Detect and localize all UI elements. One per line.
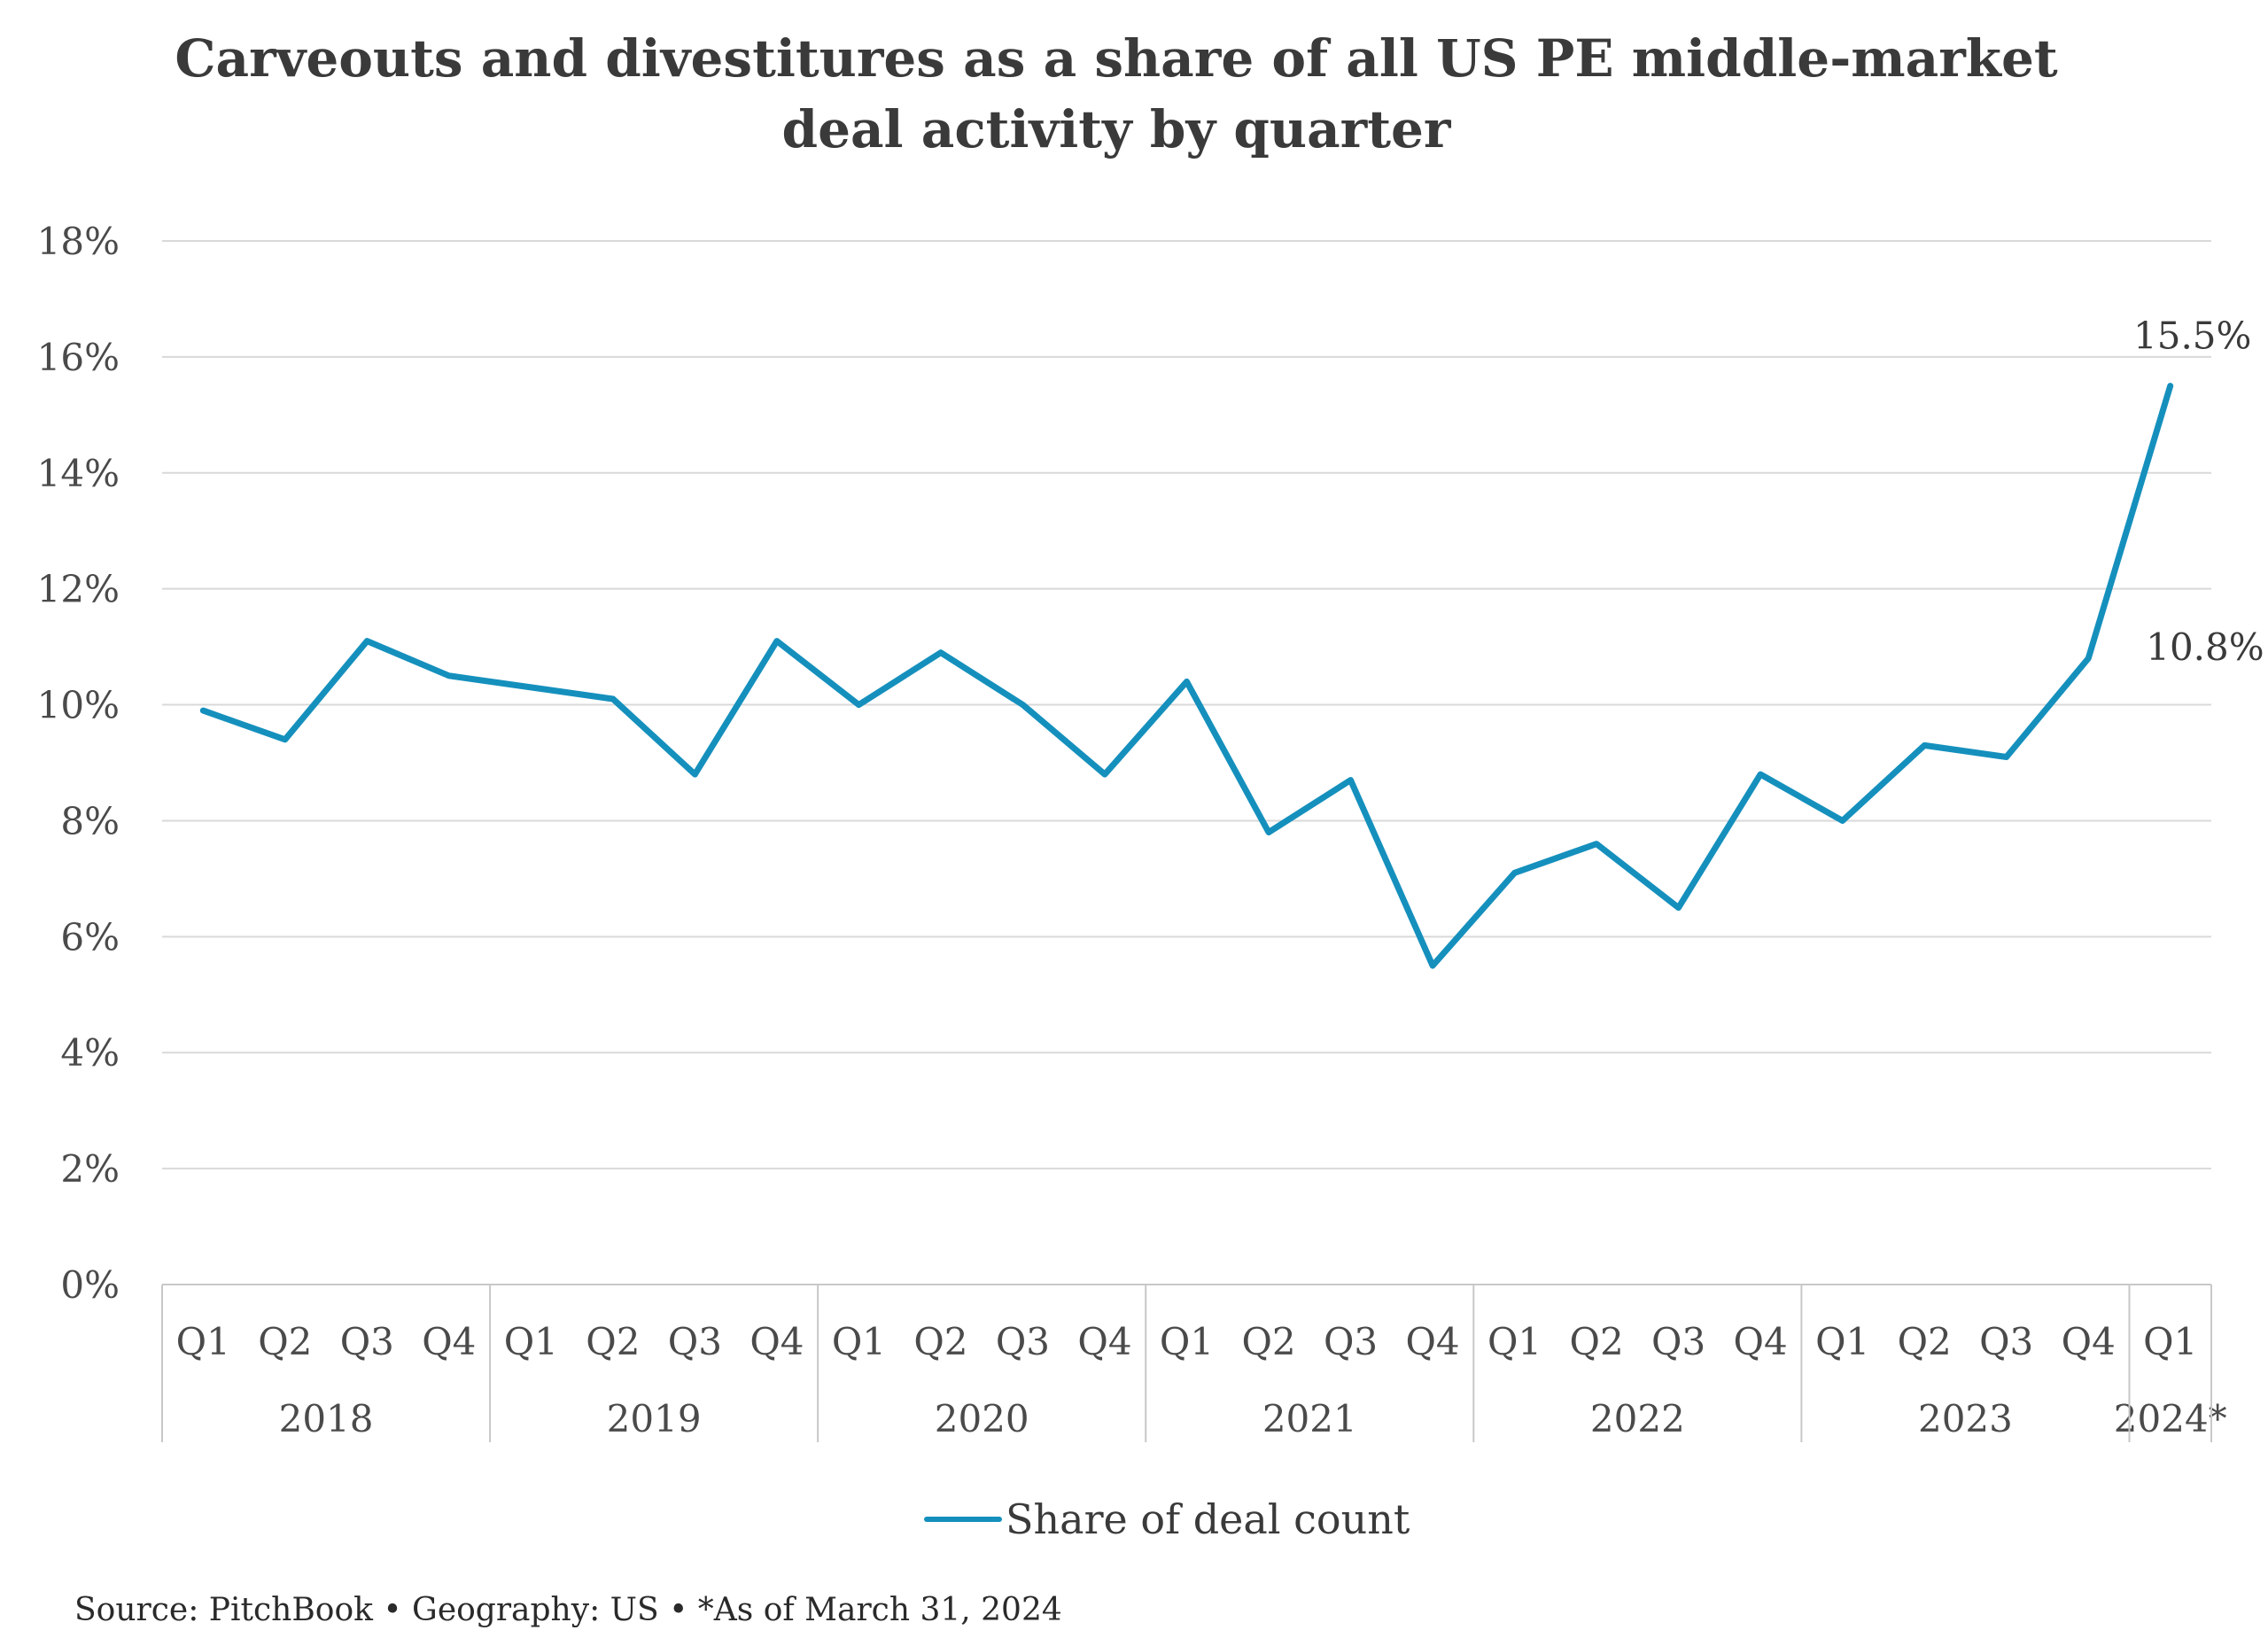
data-label: 15.5%	[2133, 314, 2251, 358]
y-tick-label: 12%	[37, 568, 120, 611]
x-tick-label: Q1	[504, 1320, 558, 1363]
x-tick-label: Q1	[1487, 1320, 1542, 1363]
x-tick-label: Q3	[668, 1320, 722, 1363]
y-tick-label: 18%	[37, 220, 120, 263]
x-tick-label: Q1	[2143, 1320, 2197, 1363]
x-tick-label: Q2	[1241, 1320, 1295, 1363]
x-tick-label: Q4	[1077, 1320, 1131, 1363]
x-tick-label: Q4	[750, 1320, 804, 1363]
year-group-label: 2024*	[2114, 1397, 2227, 1440]
y-tick-label: 16%	[37, 336, 120, 379]
legend-swatch	[924, 1517, 1002, 1522]
series-line-0	[199, 383, 2174, 969]
year-group-label: 2019	[607, 1397, 702, 1440]
source-note: Source: PitchBook • Geography: US • *As …	[74, 1592, 1062, 1628]
x-tick-label: Q1	[1815, 1320, 1869, 1363]
x-tick-label: Q2	[1898, 1320, 1952, 1363]
x-tick-label: Q3	[1651, 1320, 1705, 1363]
y-axis: 0% 2% 4% 6% 8% 10% 12% 14% 16% 18%	[37, 220, 120, 1307]
y-tick-label: 8%	[60, 799, 120, 842]
data-label: 10.8%	[2146, 625, 2264, 669]
x-tick-label: Q1	[176, 1320, 230, 1363]
chart-title-line-2: deal activity by quarter	[781, 99, 1451, 159]
x-tick-label: Q4	[1734, 1320, 1788, 1363]
y-tick-label: 10%	[37, 684, 120, 727]
x-tick-label: Q1	[832, 1320, 886, 1363]
year-group-label: 2021	[1262, 1397, 1357, 1440]
year-group-label: 2020	[935, 1397, 1029, 1440]
x-tick-label: Q1	[1160, 1320, 1214, 1363]
x-tick-label: Q4	[422, 1320, 476, 1363]
y-tick-label: 4%	[60, 1031, 120, 1075]
x-tick-label: Q4	[2062, 1320, 2116, 1363]
year-group-label: 2018	[279, 1397, 374, 1440]
chart-title: Carveouts and divestitures as a share of…	[0, 23, 2233, 165]
x-tick-label: Q3	[340, 1320, 394, 1363]
x-tick-label: Q2	[258, 1320, 312, 1363]
x-tick-label: Q3	[1324, 1320, 1378, 1363]
chart-title-line-1: Carveouts and divestitures as a share of…	[175, 28, 2058, 89]
y-tick-label: 2%	[60, 1147, 120, 1191]
y-tick-label: 14%	[37, 452, 120, 495]
x-axis: Q1 Q2 Q3 Q4 Q1 Q2 Q3 Q4 Q1 Q2 Q3 Q4 Q1 Q2 Q3 Q4 Q1 Q2 Q3 Q4…	[161, 1285, 2227, 1442]
x-tick-label: Q4	[1405, 1320, 1459, 1363]
x-tick-label: Q2	[1570, 1320, 1624, 1363]
legend-label: Share of deal count	[1006, 1495, 1410, 1543]
gridlines	[162, 240, 2211, 1285]
y-tick-label: 0%	[60, 1263, 120, 1307]
year-group-label: 2022	[1590, 1397, 1685, 1440]
year-group-label: 2023	[1918, 1397, 2013, 1440]
x-tick-label: Q2	[913, 1320, 967, 1363]
legend: Share of deal count	[924, 1493, 1410, 1546]
y-tick-label: 6%	[60, 915, 120, 959]
x-tick-label: Q3	[1979, 1320, 2033, 1363]
series-share-of-deal-count	[199, 383, 2174, 969]
x-tick-label: Q3	[996, 1320, 1050, 1363]
data-labels: 10.8% 15.5%	[2133, 314, 2264, 670]
x-tick-label: Q2	[586, 1320, 640, 1363]
